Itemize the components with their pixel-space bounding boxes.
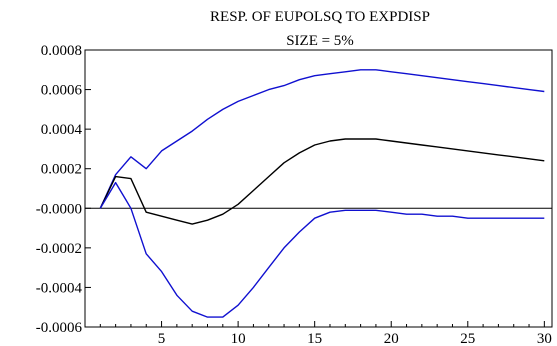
plot-frame <box>84 49 553 328</box>
series-line-lower <box>99 181 545 318</box>
x-tick-label: 15 <box>307 331 322 346</box>
series-line-upper <box>99 69 545 209</box>
y-tick-label: 0.0008 <box>41 43 82 59</box>
y-tick-label: -0.0006 <box>36 320 83 336</box>
chart-title: RESP. OF EUPOLSQ TO EXPDISP <box>210 9 430 25</box>
y-tick-label: -0.0004 <box>36 280 83 296</box>
y-axis: 0.0008 0.0006 0.0004 0.0002 -0.0000 -0.0002 -0… <box>36 43 91 336</box>
x-tick-label: 25 <box>460 331 475 346</box>
y-tick-label: -0.0002 <box>36 241 82 257</box>
x-tick-label: 30 <box>537 331 552 346</box>
y-tick-label: 0.0004 <box>41 122 83 138</box>
y-tick-label: -0.0000 <box>36 201 82 217</box>
x-tick-label: 20 <box>384 331 399 346</box>
y-tick-label: 0.0002 <box>41 162 82 178</box>
series-layer <box>99 69 545 318</box>
y-tick-label: 0.0006 <box>41 83 83 99</box>
x-tick-label: 10 <box>231 331 246 346</box>
chart-subtitle: SIZE = 5% <box>286 33 354 49</box>
x-axis: 5 10 15 20 25 30 <box>99 321 552 346</box>
series-line-response <box>99 138 545 225</box>
x-tick-label: 5 <box>158 331 166 346</box>
